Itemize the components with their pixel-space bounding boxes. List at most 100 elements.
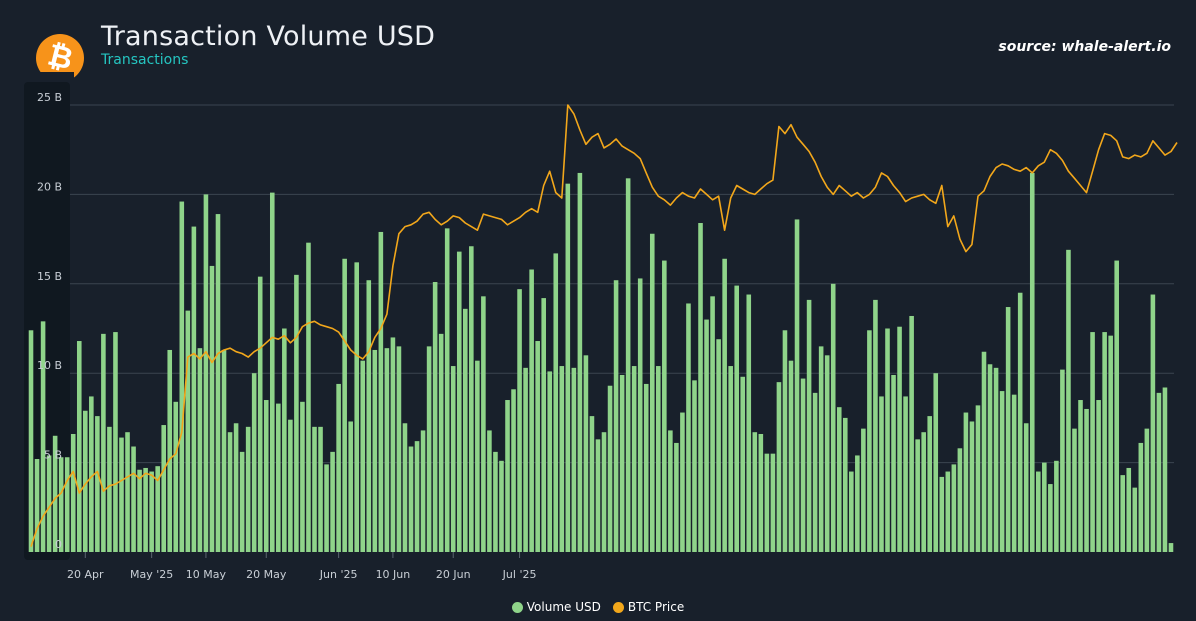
volume-bar (818, 346, 824, 552)
volume-bar (547, 371, 553, 552)
volume-bar (475, 360, 480, 552)
volume-bar (245, 426, 251, 552)
volume-bar (577, 172, 583, 552)
volume-bar (951, 464, 957, 552)
volume-bar (975, 405, 981, 552)
volume-bar (40, 321, 46, 552)
volume-bar (529, 269, 534, 552)
volume-bar (173, 401, 179, 552)
volume-bar (505, 400, 510, 552)
volume-bar (680, 412, 685, 552)
volume-bar (1144, 428, 1150, 552)
volume-bar (891, 374, 896, 552)
volume-bar (782, 330, 788, 552)
volume-bar (1114, 260, 1119, 552)
volume-bar (710, 296, 715, 552)
volume-bar (987, 364, 993, 552)
volume-bar (1072, 428, 1077, 552)
legend-item-volume[interactable]: Volume USD (511, 600, 601, 614)
volume-bar (993, 367, 999, 552)
legend-swatch-volume-icon (511, 601, 523, 613)
volume-bar (167, 349, 173, 552)
volume-bar (1042, 462, 1047, 552)
volume-bar (770, 453, 776, 552)
volume-bar (824, 355, 830, 552)
volume-bar (1023, 423, 1029, 552)
volume-bar (263, 400, 269, 552)
volume-bar (107, 426, 112, 552)
volume-bar (1090, 332, 1095, 552)
volume-bar (523, 367, 528, 552)
volume-bar (963, 412, 969, 552)
volume-bar (1084, 408, 1089, 552)
volume-bar (95, 416, 100, 552)
x-tick-label: 20 Apr (67, 568, 104, 581)
volume-bar (649, 233, 655, 553)
volume-bar (143, 467, 148, 552)
volume-bar (239, 451, 245, 552)
volume-bar (131, 446, 136, 552)
volume-bar (402, 423, 408, 552)
volume-bar (450, 366, 456, 552)
volume-bar (324, 464, 329, 552)
volume-bar (378, 231, 384, 552)
volume-bar (58, 457, 64, 552)
volume-bar (83, 410, 88, 552)
volume-bar (499, 460, 504, 552)
x-tick-label: May '25 (130, 568, 173, 581)
volume-bar (559, 366, 565, 552)
volume-bar (957, 448, 963, 552)
volume-bar (113, 332, 118, 552)
volume-bars (28, 172, 1174, 553)
volume-bar (631, 366, 637, 552)
volume-bar (336, 383, 341, 552)
volume-bar (553, 253, 559, 552)
volume-bar (306, 242, 311, 552)
volume-bar (396, 346, 402, 552)
volume-bar (125, 432, 130, 552)
volume-bar (1096, 400, 1101, 552)
volume-bar (1078, 400, 1083, 552)
volume-bar (806, 299, 812, 552)
volume-bar (879, 396, 884, 552)
volume-bar (1120, 475, 1126, 552)
btc-price-path (30, 104, 1178, 547)
volume-bar (842, 417, 848, 552)
volume-bar (372, 349, 378, 552)
volume-bar (487, 430, 492, 552)
legend-item-btc-price[interactable]: BTC Price (612, 600, 684, 614)
volume-bar (939, 476, 945, 552)
volume-bar (583, 355, 589, 552)
volume-bar (191, 226, 197, 552)
legend-label-volume: Volume USD (526, 600, 601, 614)
volume-bar (1168, 543, 1174, 552)
volume-bar (619, 374, 625, 552)
volume-bar (788, 360, 794, 552)
volume-bar (426, 346, 432, 552)
volume-bar (384, 348, 390, 552)
volume-bar (28, 330, 34, 552)
volume-bar (64, 457, 70, 552)
chart-subtitle: Transactions (101, 52, 189, 68)
volume-bar (776, 382, 782, 552)
volume-bar (432, 282, 438, 552)
volume-bar (1156, 392, 1162, 552)
volume-bar (1162, 387, 1168, 552)
volume-bar (861, 428, 866, 552)
y-axis-panel (24, 82, 70, 560)
volume-bar (716, 339, 721, 552)
volume-bar (161, 425, 166, 552)
volume-bar (674, 442, 679, 552)
y-tick-label: 5 B (44, 449, 62, 462)
volume-bar (601, 432, 607, 552)
volume-bar (1132, 487, 1138, 552)
x-tick-label: 20 May (246, 568, 287, 581)
volume-bar (728, 366, 733, 552)
volume-bar (155, 466, 160, 552)
volume-bar (197, 348, 203, 552)
volume-bar (541, 298, 546, 552)
volume-bar (764, 453, 770, 552)
volume-bar (251, 373, 257, 552)
volume-bar (595, 439, 601, 552)
x-tick-label: Jun '25 (319, 568, 358, 581)
